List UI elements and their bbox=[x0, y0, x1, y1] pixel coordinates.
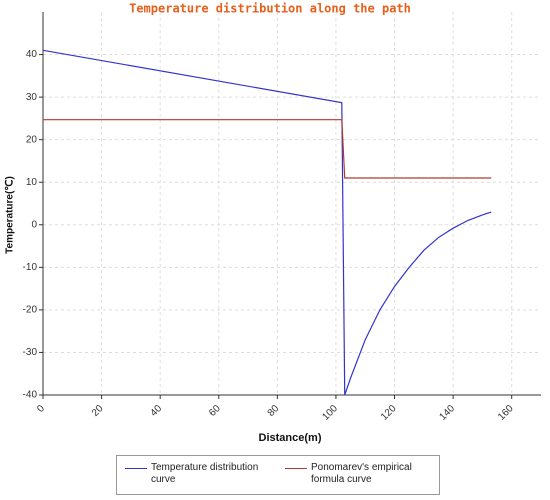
x-tick-label: 60 bbox=[207, 403, 223, 419]
y-tick-label: -30 bbox=[23, 347, 38, 358]
y-tick-label: -10 bbox=[23, 262, 38, 273]
x-tick-label: 40 bbox=[149, 403, 165, 419]
series-line bbox=[43, 119, 492, 179]
y-tick-label: 10 bbox=[26, 177, 38, 188]
legend-swatch bbox=[125, 468, 147, 469]
x-tick-label: 80 bbox=[266, 403, 282, 419]
y-tick-label: 20 bbox=[26, 134, 38, 145]
series-line bbox=[43, 49, 492, 395]
y-tick-label: 40 bbox=[26, 49, 38, 60]
y-axis-label: Temperature(℃) bbox=[5, 176, 16, 254]
legend-label: Temperature distribution curve bbox=[151, 462, 259, 485]
x-tick-label: 0 bbox=[35, 403, 47, 415]
x-tick-label: 100 bbox=[320, 403, 340, 423]
y-tick-label: -20 bbox=[23, 305, 38, 316]
y-tick-label: 30 bbox=[26, 92, 38, 103]
legend: Temperature distribution curve Ponomarev'… bbox=[116, 455, 440, 495]
legend-swatch bbox=[285, 468, 307, 469]
x-tick-label: 20 bbox=[90, 403, 106, 419]
chart-title: Temperature distribution along the path bbox=[129, 2, 411, 16]
x-tick-label: 120 bbox=[379, 403, 399, 423]
x-tick-label: 160 bbox=[496, 403, 516, 423]
y-tick-label: -40 bbox=[23, 390, 38, 401]
x-tick-label: 140 bbox=[438, 403, 458, 423]
legend-label: Ponomarev's empirical formula curve bbox=[311, 462, 412, 485]
y-tick-label: 0 bbox=[31, 219, 37, 230]
x-axis-label: Distance(m) bbox=[259, 432, 322, 444]
